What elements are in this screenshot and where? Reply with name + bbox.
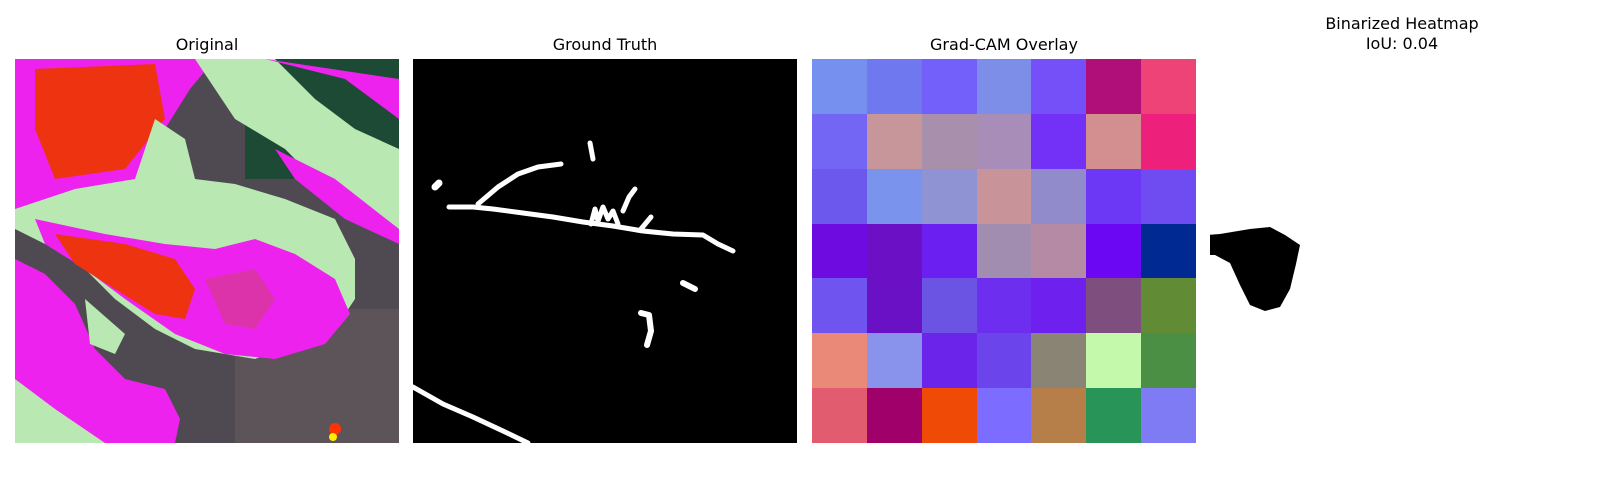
gradcam-cell	[1141, 388, 1196, 443]
gradcam-cell	[1031, 59, 1087, 114]
gradcam-cell	[866, 223, 922, 279]
gradcam-grid	[812, 59, 1196, 443]
gradcam-cell	[1031, 168, 1087, 224]
gradcam-cell	[1086, 168, 1142, 224]
gradcam-cell	[812, 168, 867, 224]
gradcam-cell	[921, 113, 977, 169]
gradcam-overlay-title: Grad-CAM Overlay	[930, 35, 1078, 54]
gradcam-cell	[866, 388, 922, 443]
gradcam-cell	[1031, 113, 1087, 169]
gradcam-cell	[866, 278, 922, 334]
original-image	[15, 59, 399, 443]
gradcam-cell	[976, 388, 1032, 443]
gradcam-cell	[812, 59, 867, 114]
gradcam-cell	[1086, 59, 1142, 114]
binarized-heatmap	[1210, 59, 1594, 443]
gradcam-cell	[1031, 223, 1087, 279]
gradcam-cell	[812, 223, 867, 279]
gradcam-cell	[866, 113, 922, 169]
gradcam-cell	[1031, 333, 1087, 389]
gradcam-cell	[1141, 223, 1196, 279]
gradcam-cell	[976, 223, 1032, 279]
ground-truth-mask	[413, 59, 797, 443]
gradcam-cell	[812, 278, 867, 334]
gradcam-cell	[1141, 333, 1196, 389]
gradcam-cell	[1086, 223, 1142, 279]
gradcam-cell	[812, 113, 867, 169]
gradcam-cell	[976, 333, 1032, 389]
gradcam-cell	[921, 388, 977, 443]
gradcam-cell	[976, 113, 1032, 169]
gradcam-cell	[976, 278, 1032, 334]
gradcam-cell	[1141, 113, 1196, 169]
gradcam-cell	[976, 59, 1032, 114]
gradcam-cell	[866, 168, 922, 224]
gradcam-cell	[921, 278, 977, 334]
gradcam-cell	[1031, 278, 1087, 334]
gradcam-cell	[1141, 278, 1196, 334]
gradcam-cell	[921, 223, 977, 279]
gradcam-cell	[1086, 388, 1142, 443]
gradcam-overlay	[812, 59, 1196, 443]
gradcam-cell	[921, 333, 977, 389]
gradcam-cell	[1086, 113, 1142, 169]
original-title: Original	[175, 35, 239, 54]
gradcam-cell	[921, 59, 977, 114]
gradcam-cell	[866, 59, 922, 114]
gradcam-cell	[1086, 333, 1142, 389]
gradcam-cell	[921, 168, 977, 224]
gradcam-cell	[976, 168, 1032, 224]
gradcam-cell	[1086, 278, 1142, 334]
gradcam-cell	[812, 388, 867, 443]
ground-truth-title: Ground Truth	[552, 35, 658, 54]
gradcam-cell	[1141, 59, 1196, 114]
gradcam-cell	[812, 333, 867, 389]
binarized-heatmap-title: Binarized Heatmap IoU: 0.04	[1325, 14, 1479, 53]
gradcam-cell	[866, 333, 922, 389]
gradcam-cell	[1031, 388, 1087, 443]
gradcam-cell	[1141, 168, 1196, 224]
